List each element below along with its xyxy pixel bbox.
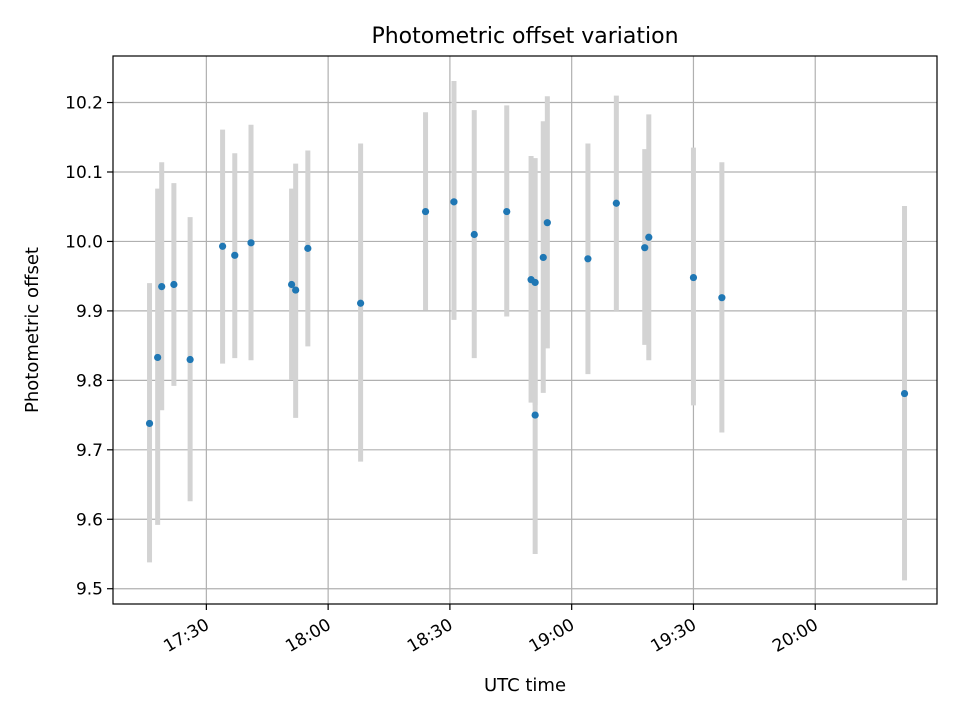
y-tick-label: 9.9	[76, 302, 103, 322]
x-axis-label: UTC time	[484, 675, 566, 696]
y-axis-label: Photometric offset	[22, 247, 43, 413]
plot-frame	[112, 55, 938, 605]
data-point	[450, 198, 458, 206]
data-point	[158, 282, 166, 291]
data-point	[218, 242, 227, 250]
y-tick-label: 10.2	[65, 94, 103, 114]
data-point	[612, 199, 620, 207]
data-point	[689, 273, 698, 282]
data-points	[145, 198, 909, 428]
data-point	[231, 251, 239, 259]
y-axis-ticks: 9.5 9.6 9.7 9.8 9.9 10.0 10.1 10.2	[65, 94, 113, 600]
data-point	[186, 355, 194, 364]
y-tick-label: 10.1	[65, 163, 103, 183]
data-point	[531, 411, 539, 419]
data-point	[543, 219, 551, 227]
data-point	[900, 389, 909, 398]
chart-title: Photometric offset variation	[371, 24, 678, 49]
data-point	[421, 207, 430, 216]
data-point	[170, 280, 178, 289]
data-point	[641, 244, 649, 252]
data-point	[247, 239, 255, 247]
data-point	[304, 244, 312, 252]
data-point	[539, 253, 547, 262]
y-tick-label: 9.7	[76, 441, 103, 461]
y-tick-label: 10.0	[65, 232, 103, 252]
data-point	[357, 299, 365, 307]
data-point	[470, 230, 478, 239]
y-tick-label: 9.5	[76, 580, 103, 600]
y-tick-label: 9.6	[76, 510, 103, 530]
y-tick-label: 9.8	[76, 371, 103, 391]
data-point	[145, 419, 154, 428]
data-point	[584, 255, 592, 263]
data-point	[292, 286, 300, 294]
data-point	[645, 233, 653, 241]
data-point	[154, 353, 162, 362]
data-point	[503, 207, 511, 216]
data-point	[288, 280, 296, 289]
data-point	[531, 278, 539, 287]
data-point	[718, 294, 726, 302]
